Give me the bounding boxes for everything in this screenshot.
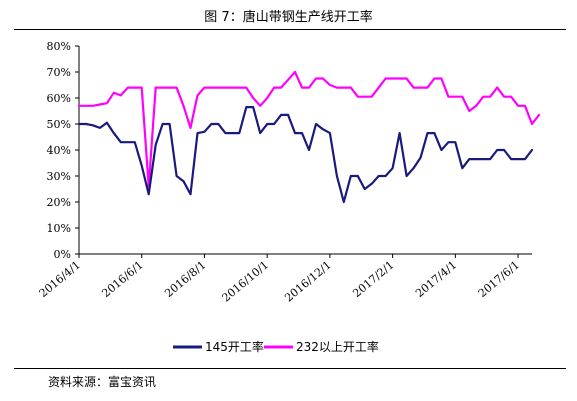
source-rule [14,368,566,369]
series-line [77,70,541,188]
x-tick-label: 2016/8/1 [162,258,208,300]
y-tick-label: 20% [47,196,71,209]
y-axis: 0% 10% 20% 30% 40% 50% 60% 70% 80% [47,40,80,261]
x-tick-label: 2017/4/1 [413,258,459,300]
x-tick-label: 2017/6/1 [476,258,522,300]
y-tick-label: 70% [47,66,71,79]
x-tick-label: 2016/6/1 [99,258,145,300]
x-tick-label: 2016/10/1 [220,258,272,304]
y-tick-label: 60% [47,92,71,105]
legend-label: 145开工率 [205,339,264,354]
x-tick-label: 2017/2/1 [350,258,396,300]
x-axis: 2016/4/1 2016/6/1 2016/8/1 2016/10/1 2016/12… [37,253,532,305]
y-tick-label: 80% [47,40,71,53]
y-tick-label: 0% [54,248,71,261]
y-tick-label: 40% [47,144,71,157]
legend-label: 232以上开工率 [296,339,379,354]
title-rule [14,29,566,30]
y-tick-label: 30% [47,170,71,183]
x-tick-label: 2016/12/1 [282,258,334,304]
series-lines [77,70,541,204]
y-tick-label: 10% [47,222,71,235]
line-chart: 0%10%20%30%40%50%60%70%80% 2016/4/1 2016/… [37,40,541,354]
series-line [77,105,534,204]
legend: 145开工率 232以上开工率 [173,339,379,354]
y-tick-label: 50% [47,118,71,131]
figure-title: 图 7：唐山带钢生产线开工率 [204,10,373,25]
x-tick-label: 2016/4/1 [37,258,83,300]
source-note: 资料来源：富宝资讯 [48,375,157,389]
